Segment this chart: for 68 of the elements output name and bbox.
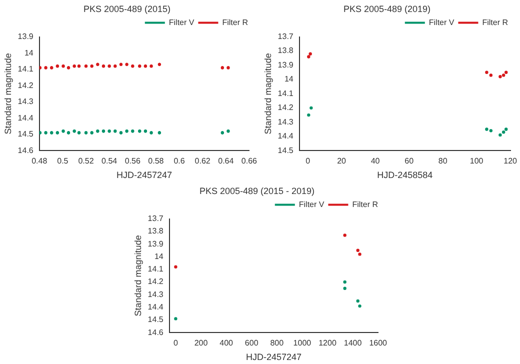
y-tick-label: 14.1: [18, 64, 34, 74]
x-tick-label: 200: [194, 338, 208, 348]
x-tick-label: 60: [404, 156, 414, 166]
y-tick-label: 14.2: [278, 103, 294, 112]
x-tick-label: 0: [306, 156, 311, 166]
legend-label: Filter R: [222, 18, 248, 28]
y-tick-label: 14.4: [18, 113, 34, 122]
x-tick-label: 1400: [344, 338, 362, 348]
legend-label: Filter V: [428, 18, 455, 28]
x-tick-label: 1200: [318, 338, 337, 348]
x-tick-label: 0.66: [241, 156, 258, 166]
y-tick-label: 14.5: [148, 315, 164, 324]
y-tick-label: 13.9: [18, 32, 34, 42]
y-tick-label: 14: [154, 252, 164, 261]
y-tick-label: 14.4: [278, 132, 294, 141]
legend-label: Filter V: [168, 18, 195, 28]
x-tick-label: 0.56: [124, 156, 141, 166]
y-tick-label: 14.4: [148, 302, 164, 312]
chart-title: PKS 2005-489 (2015): [83, 4, 171, 14]
y-tick-label: 14.1: [148, 264, 164, 274]
y-tick-label: 14.3: [148, 290, 164, 299]
y-tick-label: 13.9: [148, 239, 164, 248]
x-tick-label: 0.62: [194, 156, 211, 166]
y-tick-label: 14.3: [278, 117, 294, 126]
y-tick-label: 13.8: [148, 226, 164, 236]
y-tick-label: 14.2: [148, 277, 164, 286]
legend-label: Filter R: [482, 18, 508, 28]
x-tick-label: 0: [173, 338, 178, 348]
y-tick-label: 14.1: [278, 88, 294, 98]
chart-title: PKS 2005-489 (2019): [343, 4, 431, 14]
x-tick-label: 0.54: [102, 156, 118, 166]
x-tick-label: 80: [438, 156, 448, 166]
x-tick-label: 600: [244, 338, 259, 348]
x-tick-label: 0.6: [174, 156, 186, 166]
x-tick-label: 0.48: [32, 156, 48, 166]
x-tick-label: 100: [470, 156, 484, 166]
y-tick-label: 13.9: [278, 60, 294, 70]
x-tick-label: 0.64: [218, 156, 234, 166]
y-axis-title: Standard magnitude: [262, 53, 273, 134]
y-tick-label: 13.8: [278, 46, 294, 56]
y-tick-label: 13.7: [278, 32, 294, 42]
legend-label: Filter R: [352, 200, 378, 210]
y-tick-label: 14.6: [18, 146, 34, 155]
y-tick-label: 14.6: [148, 328, 164, 337]
x-axis-title: HJD-2457247: [246, 352, 302, 362]
y-tick-label: 14: [24, 48, 34, 58]
x-tick-label: 0.58: [148, 156, 164, 166]
x-axis-title: HJD-2457247: [116, 170, 172, 180]
y-tick-label: 14.2: [18, 80, 34, 90]
x-tick-label: 20: [337, 156, 347, 166]
legend-label: Filter V: [298, 200, 325, 210]
x-tick-label: 1000: [293, 338, 312, 348]
x-tick-label: 0.5: [57, 156, 69, 166]
y-tick-label: 14.3: [18, 97, 34, 106]
chart-title: PKS 2005-489 (2015 - 2019): [199, 186, 315, 196]
y-axis-title: Standard magnitude: [132, 235, 143, 316]
y-tick-label: 14.5: [18, 130, 34, 139]
x-tick-label: 800: [270, 338, 284, 348]
y-tick-label: 13.7: [148, 214, 164, 224]
x-tick-label: 120: [504, 156, 518, 166]
x-tick-label: 400: [220, 338, 234, 348]
x-tick-label: 1600: [369, 338, 388, 348]
x-tick-label: 40: [370, 156, 380, 166]
x-axis-title: HJD-2458584: [377, 170, 433, 180]
y-tick-label: 14.5: [278, 146, 294, 155]
x-tick-label: 0.52: [78, 156, 94, 166]
y-tick-label: 14: [284, 74, 294, 84]
y-axis-title: Standard magnitude: [2, 53, 13, 134]
